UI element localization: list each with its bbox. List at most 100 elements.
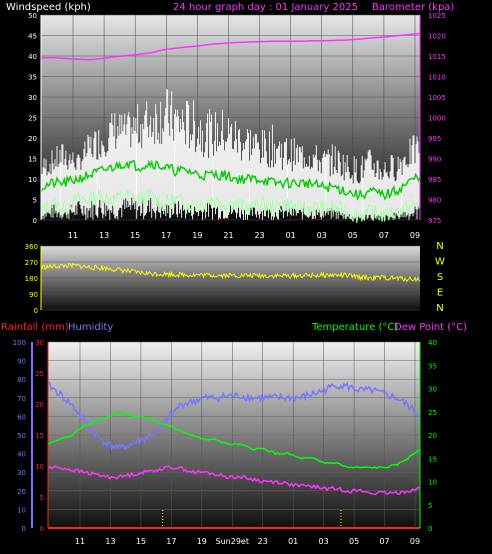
wind-x-tick: 03	[317, 231, 327, 240]
compass-label: W	[435, 257, 445, 268]
temp-x-tick: 17	[166, 537, 176, 546]
temp-x-tick: 11	[75, 537, 85, 546]
barometer-y-ticks: 975 980 985 990 995 1000 1005 1010 1015 1020 1025	[428, 12, 446, 225]
temp-x-tick: 09	[410, 537, 420, 546]
barometer-y-tick: 975	[428, 217, 441, 225]
wind-y-tick: 5	[33, 197, 37, 205]
humidity-axis-title: Humidity	[68, 322, 113, 333]
wind-x-ticks: 11 13 15 17 19 21 23 01 03 05 07 09	[68, 231, 420, 240]
humidity-line	[47, 381, 421, 451]
direction-y-ticks: 0 90 180 270 360	[25, 243, 38, 315]
compass-label: N	[436, 241, 443, 252]
barometer-y-tick: 1005	[428, 94, 446, 102]
temp-series	[47, 381, 421, 529]
wind-y-tick: 0	[33, 217, 37, 225]
chart-title: 24 hour graph day : 01 January 2025	[173, 2, 358, 13]
rainfall-y-tick: 15	[35, 432, 44, 440]
dewpoint-axis-title: Dew Point (°C)	[394, 322, 467, 333]
temperature-y-ticks: 0 5 10 15 20 25 30 35 40	[428, 339, 437, 533]
rainfall-y-tick: 0	[40, 525, 44, 533]
humidity-y-tick: 30	[17, 469, 26, 477]
direction-y-tick: 180	[25, 275, 38, 283]
temp-x-tick: 07	[379, 537, 389, 546]
barometer-y-tick: 1010	[428, 74, 446, 82]
wind-y-tick: 45	[28, 33, 37, 41]
barometer-y-tick: 1025	[428, 12, 446, 20]
wind-x-tick: 11	[68, 231, 78, 240]
wind-lull-line	[40, 187, 421, 224]
temperature-y-tick: 20	[428, 432, 437, 440]
temperature-y-tick: 5	[428, 502, 432, 510]
wind-x-tick: 15	[130, 231, 140, 240]
temperature-line	[47, 411, 421, 470]
wind-x-tick: 05	[348, 231, 358, 240]
direction-y-tick: 0	[34, 307, 38, 315]
wind-axis-title: Windspeed (kph)	[6, 2, 91, 13]
wind-x-tick: 09	[410, 231, 420, 240]
dewpoint-line	[47, 465, 421, 496]
wind-x-tick: 23	[254, 231, 264, 240]
compass-label: E	[437, 288, 443, 299]
temp-x-tick: 15	[136, 537, 146, 546]
wind-y-tick: 40	[28, 53, 37, 61]
rainfall-y-tick: 25	[35, 370, 44, 378]
temp-x-tick: 23	[258, 537, 268, 546]
rainfall-y-tick: 5	[40, 494, 44, 502]
temp-x-tick: Sun29et	[216, 537, 249, 546]
humidity-y-tick: 80	[17, 376, 26, 384]
rainfall-y-tick: 10	[35, 463, 44, 471]
barometer-y-tick: 1015	[428, 53, 446, 61]
compass-label: S	[437, 272, 443, 283]
temp-x-ticks: 11 13 15 17 19 Sun29et 23 01 03 05 07 09	[75, 537, 420, 546]
wind-direction-line	[40, 262, 421, 283]
humidity-y-tick: 20	[17, 488, 26, 496]
temperature-axis-title: Temperature (°C)	[311, 322, 398, 333]
rainfall-y-tick: 20	[35, 401, 44, 409]
temperature-y-tick: 10	[428, 479, 437, 487]
direction-series	[40, 262, 421, 283]
temp-x-tick: 13	[105, 537, 115, 546]
wind-y-tick: 20	[28, 135, 37, 143]
barometer-y-tick: 1000	[428, 115, 446, 123]
wind-x-tick: 19	[192, 231, 202, 240]
wind-y-tick: 25	[28, 115, 37, 123]
compass-label: N	[436, 303, 443, 314]
wind-x-tick: 07	[379, 231, 389, 240]
wind-y-ticks: 0 5 10 15 20 25 30 35 40 45 50	[28, 12, 37, 225]
wind-x-tick: 13	[99, 231, 109, 240]
humidity-y-tick: 100	[13, 339, 26, 347]
direction-y-tick: 360	[25, 243, 38, 251]
wind-y-tick: 10	[28, 176, 37, 184]
rainfall-y-tick: 30	[35, 339, 44, 347]
humidity-y-tick: 0	[22, 525, 26, 533]
direction-gridlines	[41, 245, 420, 311]
rainfall-y-ticks: 0 5 10 15 20 25 30	[35, 339, 44, 533]
barometer-y-tick: 980	[428, 197, 441, 205]
temperature-y-tick: 30	[428, 386, 437, 394]
temperature-y-tick: 35	[428, 362, 437, 370]
temp-x-tick: 19	[197, 537, 207, 546]
humidity-y-ticks: 0 10 20 30 40 50 60 70 80 90 100	[13, 339, 26, 533]
humidity-y-tick: 60	[17, 413, 26, 421]
direction-y-tick: 270	[25, 259, 38, 267]
wind-y-tick: 30	[28, 94, 37, 102]
temperature-y-tick: 25	[428, 409, 437, 417]
barometer-y-tick: 985	[428, 176, 441, 184]
humidity-y-tick: 10	[17, 506, 26, 514]
humidity-y-tick: 90	[17, 358, 26, 366]
barometer-y-tick: 990	[428, 156, 441, 164]
wind-y-tick: 15	[28, 156, 37, 164]
temp-x-tick: 05	[349, 537, 359, 546]
temp-x-tick: 03	[319, 537, 329, 546]
temp-x-tick: 01	[288, 537, 298, 546]
rainfall-axis-title: Rainfall (mm)	[1, 322, 69, 333]
wind-y-tick: 35	[28, 74, 37, 82]
barometer-y-tick: 995	[428, 135, 441, 143]
barometer-y-tick: 1020	[428, 33, 446, 41]
temperature-y-tick: 0	[428, 525, 432, 533]
temperature-y-tick: 15	[428, 455, 437, 463]
wind-average-line	[40, 159, 421, 201]
humidity-y-tick: 50	[17, 432, 26, 440]
